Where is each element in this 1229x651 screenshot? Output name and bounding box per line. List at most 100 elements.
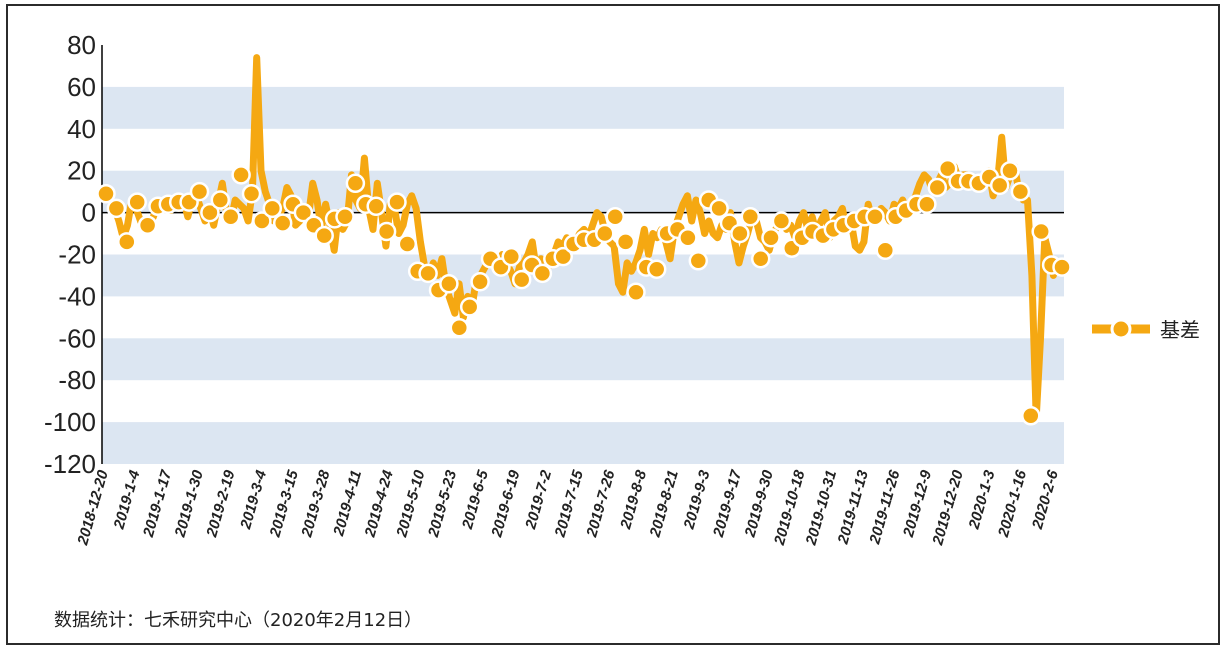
data-point-marker [1052, 257, 1072, 277]
data-point-marker [220, 207, 241, 227]
y-tick-label: 80 [67, 30, 96, 60]
grid-band [102, 254, 1064, 297]
x-tick-label: 2019-1-4 [110, 468, 143, 532]
data-point-marker [875, 240, 896, 261]
x-tick-label: 2019-10-31 [802, 468, 840, 547]
y-tick-label: 20 [67, 156, 96, 186]
x-tick-label: 2019-5-10 [393, 468, 429, 540]
data-point-marker [532, 263, 553, 284]
data-point-marker [262, 198, 283, 219]
data-point-marker [335, 207, 355, 227]
data-point-marker [553, 246, 573, 267]
data-point-marker [96, 183, 116, 204]
x-tick-label: 2019-7-15 [551, 468, 587, 540]
x-tick-label: 2019-5-23 [425, 468, 461, 540]
source-note: 数据统计：七禾研究中心（2020年2月12日） [54, 610, 423, 631]
data-point-marker [210, 190, 231, 210]
grid-band [102, 338, 1064, 381]
x-tick-label: 2019-6-19 [488, 468, 524, 540]
x-tick-label: 2020-1-3 [965, 468, 998, 532]
x-tick-label: 2019-2-19 [203, 468, 239, 540]
basis-series-line [102, 54, 1066, 422]
x-tick-label: 2019-1-30 [171, 468, 207, 540]
y-tick-label: 40 [67, 114, 96, 144]
x-tick-label: 2018-12-20 [74, 468, 112, 548]
data-point-marker [106, 198, 127, 219]
x-tick-label: 2020-2-6 [1029, 468, 1062, 532]
y-tick-label: -80 [58, 365, 96, 395]
data-point-marker [1010, 181, 1031, 202]
data-point-marker [1031, 221, 1051, 242]
x-tick-label: 2019-4-11 [330, 468, 365, 538]
data-point-marker [771, 211, 792, 231]
x-tick-label: 2019-9-17 [710, 468, 746, 540]
y-tick-label: 0 [82, 198, 96, 228]
data-point-marker [376, 221, 397, 242]
data-point-marker [117, 232, 137, 252]
data-point-marker [345, 173, 366, 194]
data-point-marker [688, 251, 709, 271]
data-point-marker [387, 192, 407, 212]
plot-background-bands [102, 86, 1064, 464]
data-point-marker [501, 246, 522, 267]
chart-frame [6, 4, 1220, 645]
y-tick-label: -100 [44, 407, 96, 437]
data-point-marker [314, 225, 334, 246]
y-tick-label: -40 [58, 281, 96, 311]
basis-series-markers [96, 158, 1072, 426]
x-tick-label: 2019-3-4 [237, 468, 270, 532]
data-point-marker [678, 227, 698, 248]
x-tick-label: 2019-12-9 [900, 468, 936, 540]
x-tick-label: 2019-12-20 [929, 468, 967, 548]
data-point-marker [293, 202, 314, 223]
data-point-marker [709, 198, 729, 219]
data-point-marker [761, 227, 781, 248]
data-point-marker [252, 211, 272, 231]
data-point-marker [740, 207, 761, 227]
x-tick-label: 2019-8-21 [646, 468, 681, 539]
x-tick-label: 2019-3-28 [298, 468, 334, 540]
x-tick-label: 2019-9-30 [741, 468, 777, 540]
x-tick-label: 2019-4-24 [361, 468, 397, 540]
data-point-marker [241, 183, 262, 204]
data-point-marker [615, 232, 636, 252]
data-point-marker [626, 282, 646, 302]
data-point-marker [937, 158, 958, 179]
x-tick-label: 2019-1-17 [140, 468, 176, 540]
data-point-marker [418, 263, 438, 284]
data-point-marker [646, 259, 667, 279]
legend: 基差 [1090, 314, 1200, 343]
data-point-marker [595, 223, 615, 244]
y-axis: 80 60 40 20 0 -20 -40 -60 -80 -100 -120 [44, 30, 103, 479]
data-point-marker [511, 269, 532, 290]
x-tick-label: 2019-7-26 [583, 468, 619, 540]
y-tick-label: 60 [67, 72, 96, 102]
grid-band [102, 86, 1064, 129]
basis-line-path [102, 54, 1066, 422]
y-tick-label: -20 [58, 240, 96, 270]
x-tick-label: 2019-8-8 [617, 468, 650, 532]
data-point-marker [989, 175, 1010, 196]
data-point-marker [1021, 406, 1041, 426]
x-tick-label: 2019-11-13 [834, 468, 872, 547]
x-tick-label: 2019-6-5 [459, 468, 492, 532]
y-tick-label: -120 [44, 449, 96, 479]
data-point-marker [189, 181, 210, 202]
data-point-marker [750, 248, 771, 269]
data-point-marker [397, 234, 418, 254]
data-point-marker [865, 207, 885, 227]
x-axis: 2018-12-202019-1-42019-1-172019-1-302019… [74, 468, 1062, 548]
data-point-marker [470, 271, 490, 292]
x-tick-label: 2020-1-16 [995, 468, 1031, 540]
data-point-marker [605, 207, 625, 227]
x-tick-label: 2019-7-2 [522, 468, 555, 532]
data-point-marker [459, 297, 480, 317]
data-point-marker [231, 165, 251, 185]
data-point-marker [917, 194, 937, 214]
legend-swatch-icon [1092, 318, 1150, 339]
data-point-marker [1000, 160, 1020, 181]
data-point-marker [439, 274, 459, 294]
legend-label: 基差 [1160, 318, 1200, 342]
x-tick-label: 2019-10-18 [771, 468, 809, 548]
